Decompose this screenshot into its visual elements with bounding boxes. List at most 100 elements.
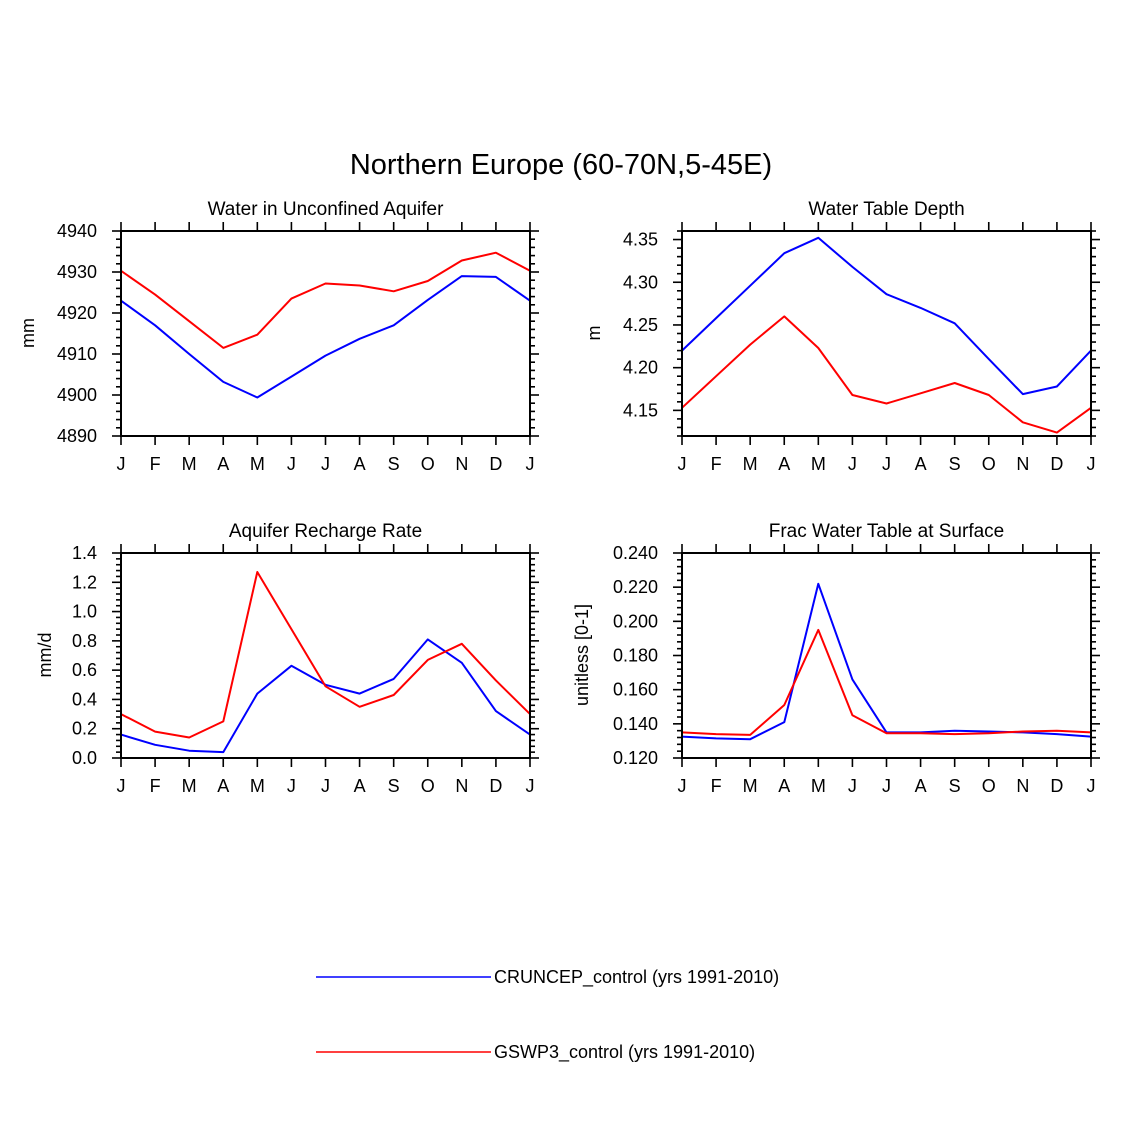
y-tick-label: 0.220 [613, 577, 658, 597]
figure-title: Northern Europe (60-70N,5-45E) [350, 149, 772, 181]
y-tick-label: 4900 [57, 385, 97, 405]
y-tick-label: 0.4 [72, 689, 97, 709]
series-line-cruncep [120, 638, 531, 754]
x-tick-label: N [455, 776, 468, 796]
x-tick-label: D [1050, 454, 1063, 474]
x-tick-label: J [678, 776, 687, 796]
x-tick-label: J [1087, 454, 1096, 474]
x-tick-label: N [1016, 776, 1029, 796]
y-axis-label-aquifer-water: mm [18, 318, 38, 348]
x-tick-label: S [949, 776, 961, 796]
x-tick-label: A [354, 776, 366, 796]
x-tick-label: F [150, 776, 161, 796]
y-axis-label-frac-water-table: unitless [0-1] [572, 604, 592, 706]
legend-label-gswp3: GSWP3_control (yrs 1991-2010) [494, 1042, 755, 1063]
y-tick-label: 4910 [57, 344, 97, 364]
x-tick-label: D [489, 776, 502, 796]
x-tick-label: J [882, 776, 891, 796]
y-tick-label: 4940 [57, 221, 97, 241]
y-tick-label: 1.4 [72, 543, 97, 563]
plot-frame [681, 230, 1092, 437]
y-tick-label: 4930 [57, 262, 97, 282]
x-tick-label: J [678, 454, 687, 474]
y-tick-label: 0.2 [72, 719, 97, 739]
y-tick-label: 4920 [57, 303, 97, 323]
x-tick-label: J [321, 454, 330, 474]
x-tick-label: M [250, 776, 265, 796]
plot-frame [120, 552, 531, 759]
x-tick-label: A [217, 454, 229, 474]
x-tick-label: J [287, 454, 296, 474]
series-line-gswp3 [120, 251, 531, 349]
legend-label-cruncep: CRUNCEP_control (yrs 1991-2010) [494, 967, 779, 988]
x-tick-label: M [743, 454, 758, 474]
x-tick-label: O [421, 454, 435, 474]
y-tick-label: 4.25 [623, 315, 658, 335]
y-axis-label-recharge-rate: mm/d [35, 633, 55, 678]
x-tick-label: M [250, 454, 265, 474]
x-tick-label: J [1087, 776, 1096, 796]
y-tick-label: 1.2 [72, 572, 97, 592]
series-line-cruncep [120, 275, 531, 399]
x-tick-label: O [982, 454, 996, 474]
chart-title-aquifer-water: Water in Unconfined Aquifer [208, 199, 445, 220]
x-tick-label: A [915, 454, 927, 474]
x-tick-label: A [915, 776, 927, 796]
x-tick-label: J [526, 454, 535, 474]
y-tick-label: 0.140 [613, 714, 658, 734]
x-tick-label: O [982, 776, 996, 796]
x-tick-label: A [217, 776, 229, 796]
chart-title-recharge-rate: Aquifer Recharge Rate [229, 521, 422, 542]
x-tick-label: F [711, 454, 722, 474]
x-tick-label: N [455, 454, 468, 474]
chart-frac-water-table: Frac Water Table at Surface unitless [0-1… [572, 521, 1100, 796]
x-tick-label: J [287, 776, 296, 796]
y-tick-label: 4890 [57, 426, 97, 446]
series-line-gswp3 [681, 628, 1092, 736]
series-line-gswp3 [120, 571, 531, 739]
y-tick-label: 4.30 [623, 272, 658, 292]
x-tick-label: J [321, 776, 330, 796]
y-tick-label: 4.35 [623, 230, 658, 250]
x-tick-label: M [743, 776, 758, 796]
x-tick-label: A [354, 454, 366, 474]
x-tick-label: A [778, 454, 790, 474]
x-tick-label: F [711, 776, 722, 796]
y-tick-label: 0.6 [72, 660, 97, 680]
x-tick-label: S [388, 776, 400, 796]
x-tick-label: S [388, 454, 400, 474]
series-line-gswp3 [681, 315, 1092, 434]
y-tick-label: 4.15 [623, 400, 658, 420]
y-axis-label-water-table-depth: m [584, 326, 604, 341]
y-tick-label: 0.120 [613, 748, 658, 768]
y-tick-label: 0.0 [72, 748, 97, 768]
x-tick-label: A [778, 776, 790, 796]
chart-title-water-table-depth: Water Table Depth [808, 199, 964, 220]
x-tick-label: J [526, 776, 535, 796]
x-tick-label: M [811, 776, 826, 796]
x-tick-label: J [117, 454, 126, 474]
x-tick-label: M [182, 454, 197, 474]
series-line-cruncep [681, 236, 1092, 396]
y-tick-label: 1.0 [72, 602, 97, 622]
x-tick-label: F [150, 454, 161, 474]
y-tick-label: 0.160 [613, 680, 658, 700]
x-tick-label: J [882, 454, 891, 474]
y-tick-label: 0.200 [613, 611, 658, 631]
y-tick-label: 4.20 [623, 358, 658, 378]
y-tick-label: 0.180 [613, 646, 658, 666]
x-tick-label: M [811, 454, 826, 474]
series-line-cruncep [681, 582, 1092, 741]
x-tick-label: M [182, 776, 197, 796]
plot-frame [681, 552, 1092, 759]
legend: CRUNCEP_control (yrs 1991-2010) GSWP3_co… [316, 967, 779, 1063]
chart-title-frac-water-table: Frac Water Table at Surface [769, 521, 1005, 542]
x-tick-label: S [949, 454, 961, 474]
x-tick-label: N [1016, 454, 1029, 474]
x-tick-label: O [421, 776, 435, 796]
